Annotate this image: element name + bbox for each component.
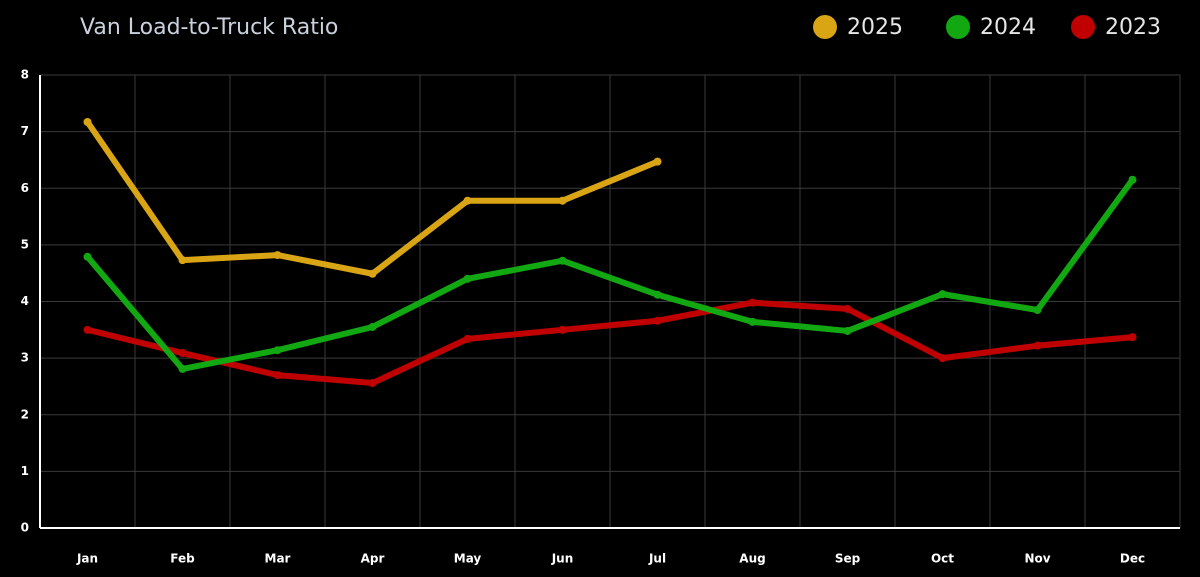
legend-swatch: [1071, 15, 1095, 39]
data-point: [178, 256, 187, 265]
series-line: [84, 299, 1136, 387]
legend-swatch: [946, 15, 970, 39]
data-point: [748, 298, 757, 307]
x-tick-label: Feb: [170, 552, 195, 566]
data-point: [83, 252, 92, 261]
y-tick-label: 7: [21, 124, 29, 138]
y-tick-label: 3: [21, 351, 29, 365]
data-point: [653, 290, 662, 299]
x-tick-label: Oct: [931, 552, 954, 566]
data-point: [368, 379, 377, 388]
data-point: [178, 349, 187, 358]
data-point: [653, 316, 662, 325]
data-point: [1128, 175, 1137, 184]
data-point: [273, 371, 282, 380]
y-tick-label: 5: [21, 237, 29, 251]
x-tick-label: Sep: [835, 552, 861, 566]
x-tick-label: Aug: [739, 552, 765, 566]
legend-label: 2024: [980, 15, 1036, 40]
y-tick-label: 8: [21, 68, 29, 82]
data-point: [83, 117, 92, 126]
data-point: [558, 325, 567, 334]
y-tick-label: 1: [21, 464, 29, 478]
y-tick-label: 2: [21, 407, 29, 421]
data-point: [843, 304, 852, 313]
data-point: [558, 256, 567, 265]
x-tick-label: Jan: [76, 552, 98, 566]
data-point: [83, 325, 92, 334]
legend-swatch: [813, 15, 837, 39]
y-tick-label: 0: [21, 521, 29, 535]
legend-label: 2023: [1105, 15, 1161, 40]
data-point: [938, 290, 947, 299]
data-point: [653, 157, 662, 166]
data-point: [1128, 333, 1137, 342]
data-point: [368, 269, 377, 278]
data-point: [178, 364, 187, 373]
data-point: [463, 274, 472, 283]
x-tick-label: Apr: [361, 552, 385, 566]
x-tick-label: Jun: [551, 552, 574, 566]
data-point: [843, 326, 852, 335]
data-point: [273, 251, 282, 260]
y-tick-label: 4: [21, 294, 29, 308]
data-point: [1033, 341, 1042, 350]
x-tick-label: Mar: [265, 552, 291, 566]
x-tick-label: Nov: [1024, 552, 1050, 566]
series-line: [84, 176, 1136, 372]
data-point: [558, 196, 567, 205]
data-point: [1033, 305, 1042, 314]
legend-label: 2025: [847, 15, 903, 40]
data-point: [368, 322, 377, 331]
data-point: [748, 317, 757, 326]
data-point: [273, 346, 282, 355]
data-point: [938, 354, 947, 363]
chart-title: Van Load-to-Truck Ratio: [80, 15, 338, 40]
x-tick-label: May: [454, 552, 482, 566]
x-tick-label: Jul: [648, 552, 666, 566]
y-tick-label: 6: [21, 181, 29, 195]
x-tick-label: Dec: [1120, 552, 1145, 566]
data-point: [463, 334, 472, 343]
data-point: [463, 196, 472, 205]
